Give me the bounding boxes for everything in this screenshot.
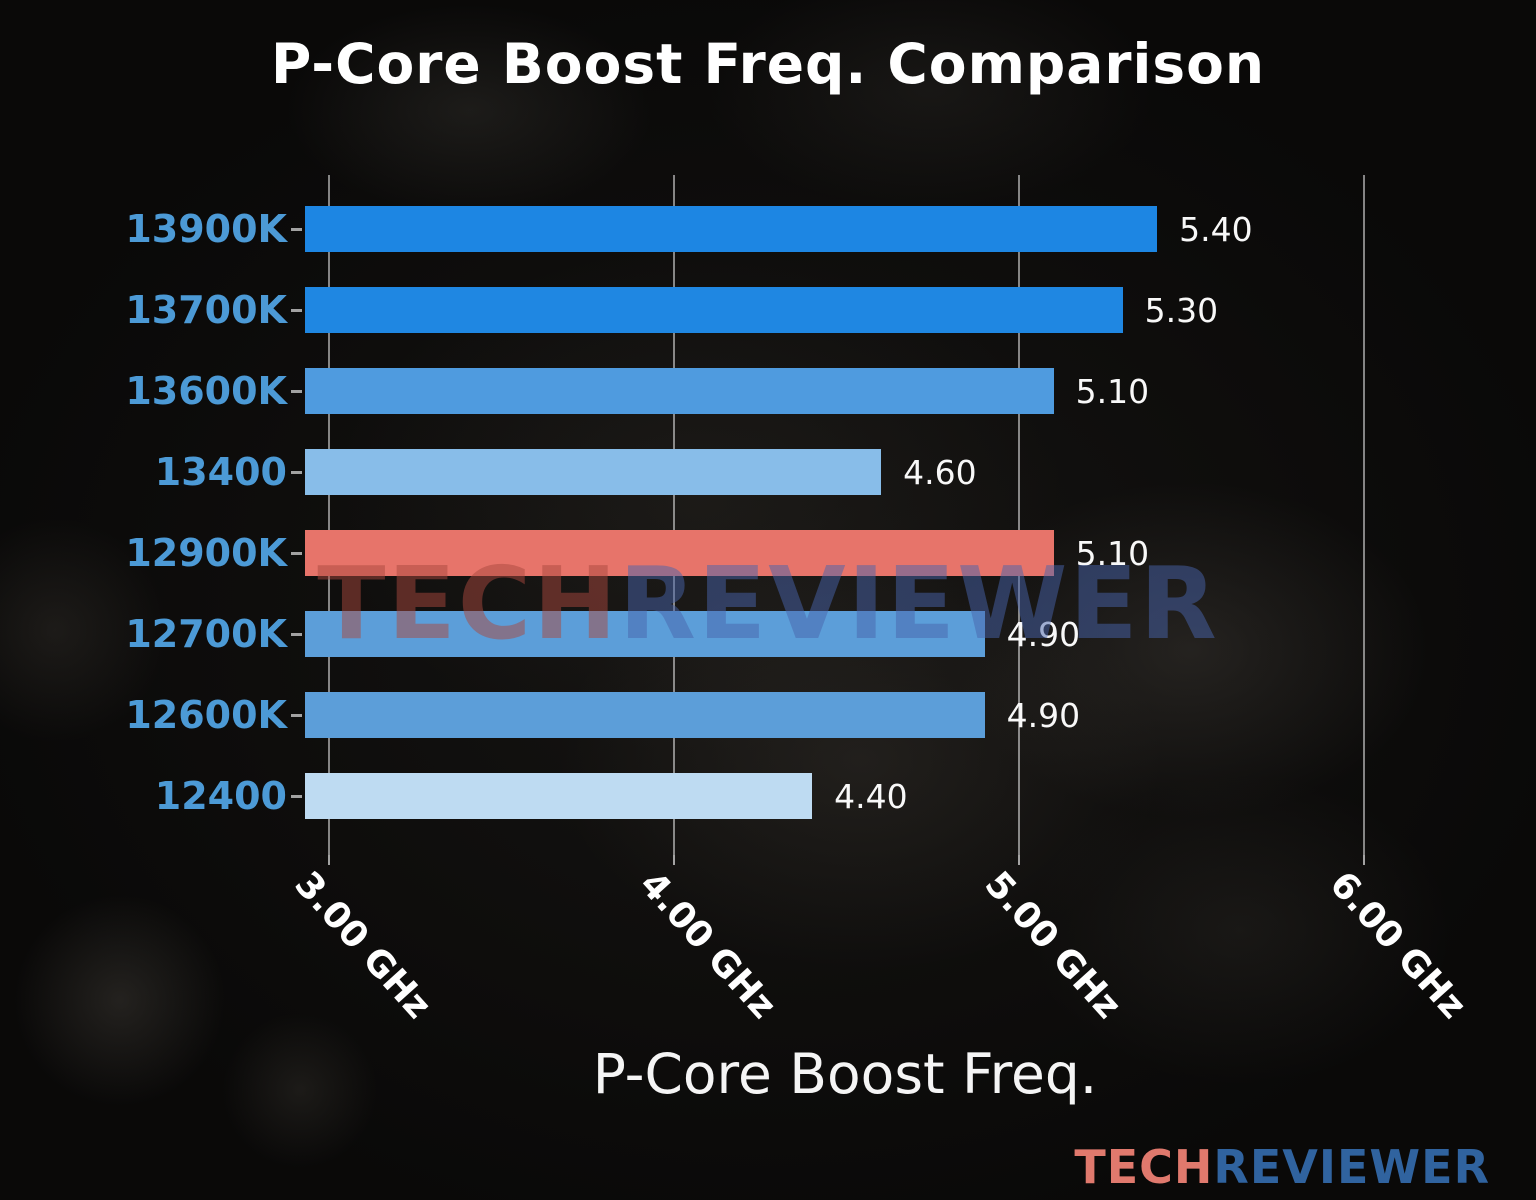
gridline [1363,175,1366,855]
x-tick-mark [1018,855,1021,865]
brand-logo-tech: TECH [1074,1140,1214,1194]
value-label-13400: 4.60 [903,453,977,492]
category-label-13700k: 13700K [125,288,287,332]
value-label-12700k: 4.90 [1006,615,1081,654]
y-tick-mark [291,309,302,312]
category-label-13600k: 13600K [125,369,287,413]
category-label-12600k: 12600K [125,693,287,737]
value-label-12600k: 4.90 [1006,696,1081,735]
y-tick-mark [291,714,302,717]
category-label-12400: 12400 [154,774,287,818]
gridline [1018,175,1021,855]
brand-logo-reviewer: REVIEWER [1213,1140,1490,1194]
x-tick-mark [328,855,331,865]
y-tick-mark [291,471,302,474]
bar-13900k [305,206,1158,252]
x-tick-label: 4.00 GHz [631,864,784,1027]
x-tick-mark [1363,855,1366,865]
category-label-13400: 13400 [154,450,287,494]
brand-logo: TECHREVIEWER [1074,1140,1490,1194]
value-label-12900k: 5.10 [1075,534,1150,573]
chart-title: P-Core Boost Freq. Comparison [270,32,1266,96]
bar-13400 [305,449,882,495]
x-tick-mark [673,855,676,865]
y-tick-mark [291,390,302,393]
x-axis-label: P-Core Boost Freq. [592,1042,1098,1106]
gridline [328,175,331,855]
bar-12600k [305,692,985,738]
x-tick-label: 5.00 GHz [976,864,1129,1027]
x-tick-label: 3.00 GHz [286,864,439,1027]
bar-13700k [305,287,1123,333]
bar-12900k [305,530,1054,576]
y-tick-mark [291,633,302,636]
category-label-12900k: 12900K [125,531,287,575]
value-label-13600k: 5.10 [1075,372,1150,411]
category-label-12700k: 12700K [125,612,287,656]
bar-12400 [305,773,813,819]
category-label-13900k: 13900K [125,207,287,251]
bar-12700k [305,611,985,657]
x-tick-label: 6.00 GHz [1321,864,1474,1027]
y-tick-mark [291,795,302,798]
y-tick-mark [291,552,302,555]
value-label-12400: 4.40 [834,777,908,816]
value-label-13900k: 5.40 [1179,210,1253,249]
gridline [673,175,676,855]
bar-13600k [305,368,1054,414]
y-tick-mark [291,228,302,231]
value-label-13700k: 5.30 [1144,291,1219,330]
